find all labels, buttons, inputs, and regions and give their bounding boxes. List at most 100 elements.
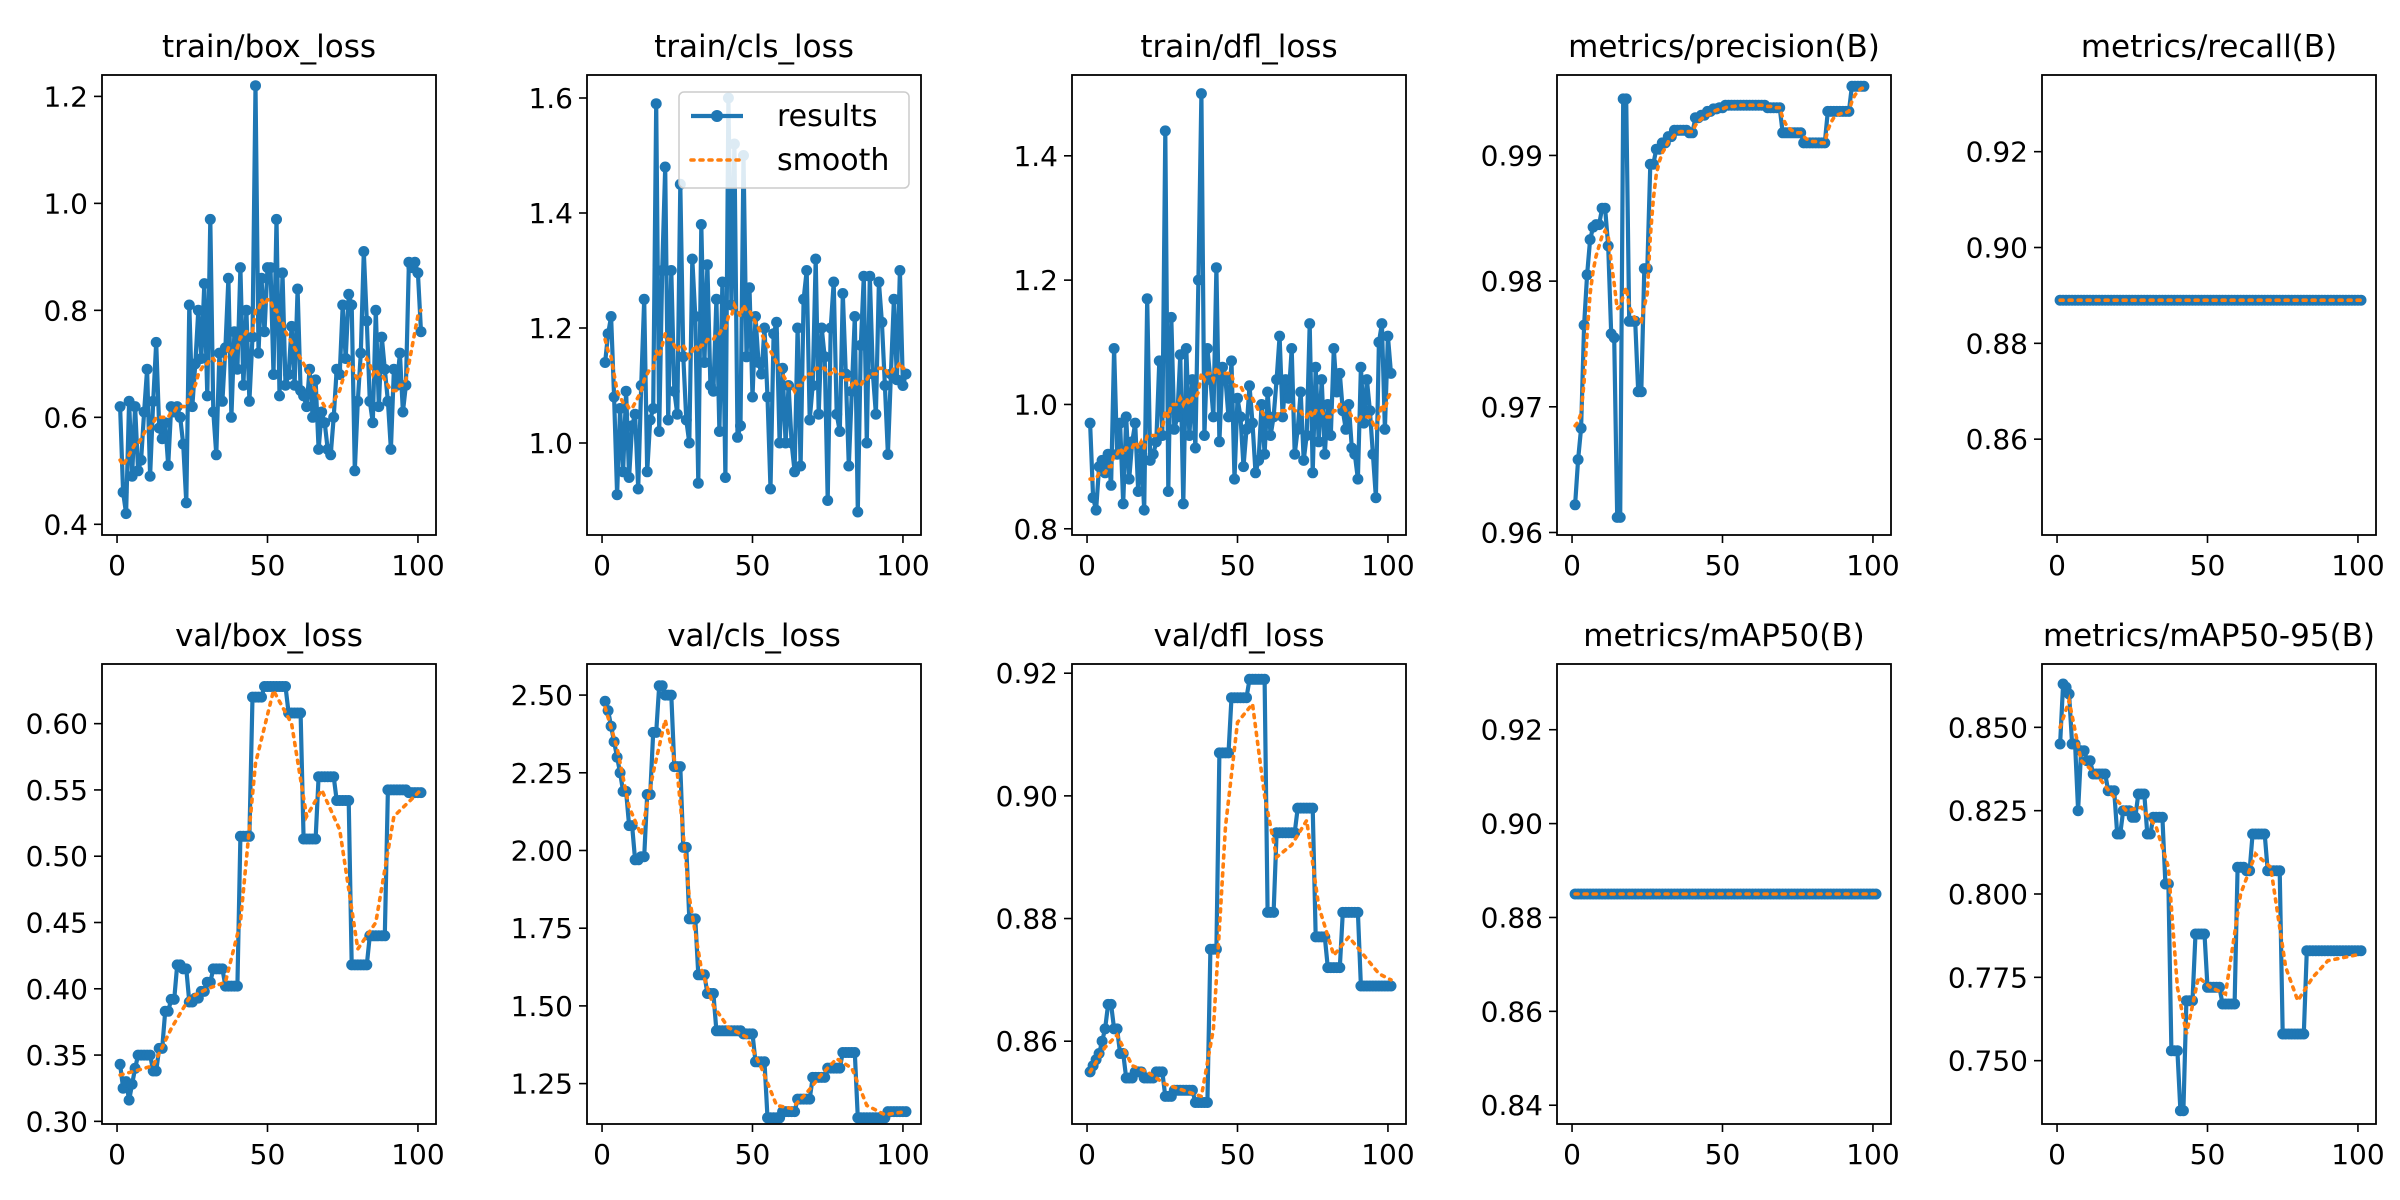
- results-point: [1159, 125, 1171, 137]
- subplot-9: metrics/mAP50-95(B) 0 50 100 0.750 0.775 0.800…: [1948, 618, 2385, 1171]
- results-point: [1195, 88, 1207, 100]
- plot-frame: [1071, 74, 1407, 536]
- results-point: [1355, 361, 1367, 373]
- y-tick-label: 0.50: [26, 840, 88, 873]
- results-point: [286, 320, 298, 332]
- y-tick-label: 0.6: [43, 401, 88, 434]
- results-point: [382, 395, 394, 407]
- results-point: [195, 353, 207, 364]
- results-point: [247, 331, 258, 343]
- x-tick-label: 100: [1361, 1138, 1414, 1171]
- results-point: [349, 465, 361, 477]
- results-point: [1117, 498, 1129, 510]
- y-tick-label: 0.45: [26, 907, 88, 940]
- results-point: [1156, 430, 1168, 441]
- results-point: [1087, 492, 1099, 504]
- results-point: [1247, 417, 1258, 429]
- results-point: [855, 339, 867, 351]
- results-point: [1217, 361, 1228, 373]
- results-point: [605, 311, 617, 322]
- results-point: [1575, 422, 1587, 434]
- y-tick-label: 0.30: [26, 1105, 88, 1138]
- results-point: [268, 369, 279, 380]
- results-point: [1307, 802, 1319, 814]
- y-tick-label: 1.4: [1013, 140, 1058, 173]
- results-point: [2072, 805, 2084, 817]
- results-point: [271, 213, 282, 225]
- y-tick-label: 1.0: [43, 187, 88, 220]
- results-point: [156, 433, 168, 445]
- x-tick-label: 50: [250, 1138, 286, 1171]
- results-point: [2114, 828, 2126, 840]
- results-point: [1105, 998, 1117, 1010]
- results-point: [756, 368, 767, 380]
- y-tick-label: 0.88: [1481, 901, 1543, 934]
- subplot-title: train/dfl_loss: [1140, 29, 1337, 65]
- results-point: [1280, 374, 1292, 386]
- results-point: [888, 293, 900, 305]
- results-point: [849, 1047, 861, 1058]
- results-point: [343, 288, 355, 300]
- results-point: [1635, 386, 1647, 398]
- results-point: [1162, 486, 1174, 497]
- results-point: [1229, 473, 1240, 485]
- results-point: [1286, 343, 1298, 354]
- results-point: [816, 322, 828, 334]
- results-point: [1593, 219, 1605, 231]
- results-point: [638, 851, 650, 863]
- results-point: [759, 322, 770, 334]
- results-point: [1168, 423, 1180, 435]
- results-point: [307, 411, 319, 423]
- subplot-4: metrics/recall(B) 0 50 100 0.86 0.88 0.90 0.92: [1966, 29, 2385, 582]
- results-point: [2229, 998, 2241, 1010]
- results-point: [1186, 374, 1198, 386]
- results-point: [1220, 374, 1231, 386]
- results-point: [668, 385, 680, 397]
- results-point: [295, 707, 307, 719]
- results-point: [1084, 417, 1096, 429]
- results-point: [620, 785, 632, 797]
- x-tick-label: 50: [735, 1138, 771, 1171]
- smooth-line: [1573, 85, 1866, 428]
- results-point: [231, 980, 243, 992]
- results-point: [689, 311, 701, 322]
- results-point: [1108, 343, 1120, 354]
- y-tick-label: 0.97: [1481, 391, 1543, 424]
- results-point: [126, 1078, 138, 1090]
- subplot-title: train/box_loss: [162, 29, 376, 65]
- y-tick-label: 0.98: [1481, 265, 1543, 298]
- results-point: [1105, 479, 1117, 491]
- subplot-title: metrics/mAP50(B): [1583, 618, 1864, 654]
- results-point: [280, 379, 291, 391]
- results-point: [1244, 380, 1255, 392]
- results-point: [274, 390, 285, 402]
- results-point: [192, 304, 204, 316]
- results-point: [599, 357, 611, 368]
- x-tick-label: 0: [108, 1138, 126, 1171]
- results-point: [677, 351, 689, 363]
- y-tick-label: 1.2: [528, 312, 573, 345]
- results-point: [361, 959, 373, 971]
- results-point: [2171, 1045, 2183, 1057]
- plot-frame: [2041, 663, 2377, 1125]
- results-point: [828, 276, 840, 288]
- results-point: [707, 385, 719, 397]
- results-point: [1241, 692, 1252, 704]
- results-point: [259, 326, 270, 338]
- results-point: [162, 460, 174, 471]
- results-point: [1262, 386, 1274, 398]
- results-point: [695, 219, 707, 230]
- results-point: [141, 363, 153, 375]
- results-point: [1271, 374, 1283, 386]
- results-point: [1207, 411, 1219, 423]
- results-point: [415, 787, 427, 799]
- results-point: [632, 483, 644, 495]
- smooth-line: [603, 300, 908, 411]
- results-point: [198, 278, 210, 290]
- results-point: [310, 833, 322, 845]
- results-point: [894, 265, 906, 276]
- y-tick-label: 0.88: [996, 903, 1058, 936]
- results-point: [313, 443, 325, 455]
- y-tick-label: 0.90: [1966, 232, 2028, 265]
- results-point: [265, 262, 276, 274]
